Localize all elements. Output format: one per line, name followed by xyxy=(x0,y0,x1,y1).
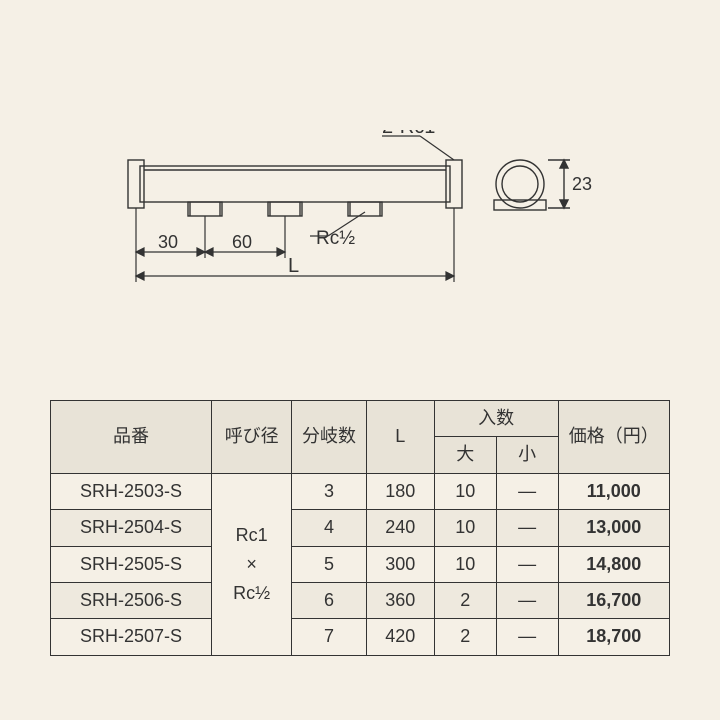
label-2rc1: 2-Rc1 xyxy=(382,130,435,138)
cell-nominal: Rc1×Rc½ xyxy=(211,473,291,655)
th-qty-big: 大 xyxy=(434,437,496,473)
cell-qty-small: — xyxy=(496,619,558,655)
cell-L: 300 xyxy=(366,546,434,582)
table-row: SRH-2505-S 530010—14,800 xyxy=(51,546,670,582)
table-row: SRH-2507-S 74202—18,700 xyxy=(51,619,670,655)
cell-partno: SRH-2506-S xyxy=(51,582,212,618)
th-L: L xyxy=(366,401,434,474)
label-rc-half: Rc½ xyxy=(316,228,355,249)
cell-price: 14,800 xyxy=(558,546,669,582)
cell-qty-small: — xyxy=(496,510,558,546)
dim-30: 30 xyxy=(158,232,178,252)
th-partno: 品番 xyxy=(51,401,212,474)
cell-branches: 4 xyxy=(292,510,366,546)
table-row: SRH-2506-S 63602—16,700 xyxy=(51,582,670,618)
cell-partno: SRH-2503-S xyxy=(51,473,212,509)
cell-qty-big: 10 xyxy=(434,510,496,546)
th-qty-small: 小 xyxy=(496,437,558,473)
cell-partno: SRH-2504-S xyxy=(51,510,212,546)
th-nominal: 呼び径 xyxy=(211,401,291,474)
cell-qty-small: — xyxy=(496,473,558,509)
table-row: SRH-2503-SRc1×Rc½318010—11,000 xyxy=(51,473,670,509)
cell-price: 16,700 xyxy=(558,582,669,618)
cell-L: 240 xyxy=(366,510,434,546)
th-price: 価格（円） xyxy=(558,401,669,474)
header-row-1: 品番 呼び径 分岐数 L 入数 価格（円） xyxy=(51,401,670,437)
cell-L: 360 xyxy=(366,582,434,618)
cell-L: 420 xyxy=(366,619,434,655)
cell-L: 180 xyxy=(366,473,434,509)
cell-qty-big: 2 xyxy=(434,582,496,618)
cell-branches: 6 xyxy=(292,582,366,618)
cell-price: 18,700 xyxy=(558,619,669,655)
cell-qty-small: — xyxy=(496,546,558,582)
spec-table: 品番 呼び径 分岐数 L 入数 価格（円） 大 小 SRH-2503-SRc1×… xyxy=(50,400,670,656)
cell-qty-small: — xyxy=(496,582,558,618)
dim-L: L xyxy=(288,255,299,277)
cell-partno: SRH-2505-S xyxy=(51,546,212,582)
cell-partno: SRH-2507-S xyxy=(51,619,212,655)
table-row: SRH-2504-S 424010—13,000 xyxy=(51,510,670,546)
table-body: SRH-2503-SRc1×Rc½318010—11,000SRH-2504-S… xyxy=(51,473,670,655)
cell-price: 13,000 xyxy=(558,510,669,546)
technical-diagram: 2-Rc1 Rc½ 30 60 L xyxy=(120,130,600,300)
cell-qty-big: 10 xyxy=(434,473,496,509)
cell-qty-big: 2 xyxy=(434,619,496,655)
cell-price: 11,000 xyxy=(558,473,669,509)
cell-qty-big: 10 xyxy=(434,546,496,582)
cell-branches: 7 xyxy=(292,619,366,655)
cell-branches: 3 xyxy=(292,473,366,509)
th-branches: 分岐数 xyxy=(292,401,366,474)
cell-branches: 5 xyxy=(292,546,366,582)
th-qty: 入数 xyxy=(434,401,558,437)
spec-table-container: 品番 呼び径 分岐数 L 入数 価格（円） 大 小 SRH-2503-SRc1×… xyxy=(50,400,670,656)
dim-23: 23 xyxy=(572,174,592,194)
dim-60: 60 xyxy=(232,232,252,252)
